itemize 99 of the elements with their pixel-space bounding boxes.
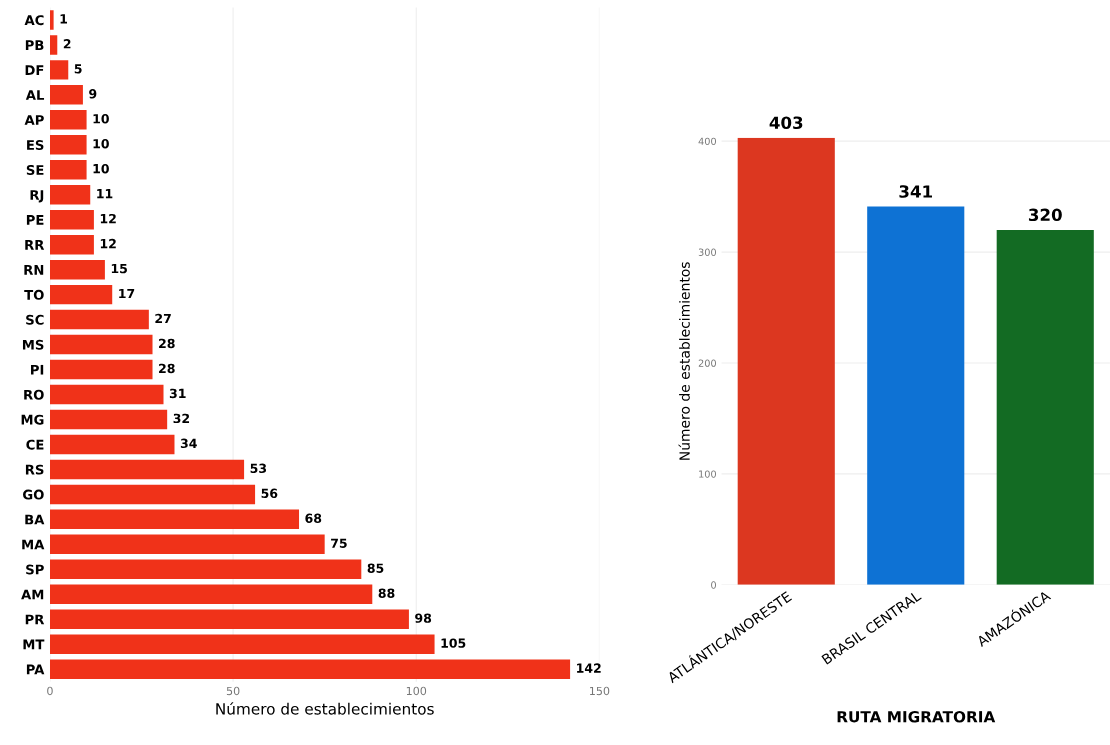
bar [49, 209, 94, 230]
data-label: 10 [93, 163, 109, 174]
bar [49, 284, 113, 305]
y-tick-label: SC [26, 314, 44, 325]
data-label: 88 [378, 588, 395, 598]
y-tick-label: MT [23, 639, 45, 650]
data-label: 320 [1028, 208, 1062, 222]
data-label: 85 [367, 563, 384, 573]
data-label: 28 [159, 338, 175, 349]
bar [49, 409, 168, 430]
data-label: 27 [155, 313, 171, 324]
bar [49, 110, 87, 130]
bar [49, 359, 153, 380]
data-label: 341 [899, 185, 932, 198]
bar [49, 584, 373, 605]
y-tick-label: PA [26, 664, 45, 675]
data-label: 1 [60, 14, 68, 24]
data-label: 31 [169, 388, 186, 399]
data-label: 11 [97, 189, 113, 199]
data-label: 142 [577, 663, 601, 673]
data-label: 105 [441, 638, 466, 648]
y-tick-label: PE [26, 215, 44, 225]
data-label: 98 [415, 613, 432, 623]
y-tick-label: TO [24, 289, 44, 300]
bar [49, 160, 87, 180]
bar [49, 85, 83, 105]
data-label: 403 [769, 116, 803, 130]
data-label: 68 [305, 513, 322, 523]
x-tick-label: 150 [590, 686, 610, 696]
data-label: 32 [173, 413, 190, 424]
x-tick-label: 100 [406, 686, 427, 696]
bar [49, 559, 362, 580]
bar [996, 229, 1094, 585]
y-tick-label: MA [22, 539, 45, 550]
y-tick-label: MS [22, 339, 44, 350]
x-axis-title: RUTA MIGRATORIA [837, 710, 996, 723]
data-label: 53 [250, 463, 267, 474]
bar [49, 509, 300, 530]
y-tick-label: 200 [698, 359, 716, 367]
y-axis-title: Número de establecimientos [678, 262, 690, 460]
x-tick-label: 50 [226, 686, 240, 696]
y-tick-label: RS [25, 464, 44, 475]
data-label: 34 [180, 438, 197, 449]
bar [867, 206, 965, 585]
y-tick-label: RO [24, 389, 44, 400]
data-label: 12 [100, 213, 116, 224]
data-label: 75 [331, 538, 347, 548]
bar [49, 259, 105, 280]
bar [49, 634, 435, 654]
bar [49, 459, 245, 480]
bar [49, 185, 91, 205]
bar [49, 659, 571, 679]
y-tick-label: AM [21, 589, 44, 600]
y-tick-label: 400 [698, 137, 716, 145]
data-label: 10 [93, 138, 109, 149]
bar [49, 10, 54, 30]
bar [49, 309, 149, 330]
bar [49, 384, 164, 405]
data-label: 9 [89, 89, 97, 99]
bar [49, 534, 325, 555]
bar [49, 60, 69, 80]
data-label: 2 [63, 39, 71, 49]
bar [49, 484, 256, 505]
bar [49, 434, 175, 455]
y-tick-label: AL [25, 90, 45, 100]
y-tick-label: PI [31, 364, 44, 375]
data-label: 56 [261, 488, 278, 499]
y-tick-label: MG [21, 414, 44, 425]
y-tick-label: RJ [30, 190, 44, 203]
y-tick-label: AC [24, 15, 44, 26]
bar [49, 334, 153, 355]
y-tick-label: ES [27, 140, 44, 150]
y-tick-label: 300 [698, 248, 716, 256]
bar [49, 609, 409, 629]
y-tick-label: 100 [699, 470, 716, 478]
bar [49, 35, 58, 55]
y-tick-label: DF [25, 65, 44, 75]
bar [49, 135, 87, 155]
y-tick-label: RR [25, 240, 45, 250]
y-tick-label: GO [23, 489, 44, 500]
data-label: 28 [159, 363, 175, 374]
bar [49, 234, 94, 255]
y-tick-label: CE [26, 439, 44, 450]
y-tick-label: AP [24, 115, 44, 125]
y-tick-label: SE [26, 164, 44, 175]
y-tick-label: PB [25, 40, 44, 50]
x-tick-label: 0 [47, 686, 53, 696]
data-label: 17 [119, 288, 135, 299]
y-tick-label: BA [25, 514, 45, 525]
y-tick-label: 0 [711, 581, 716, 589]
data-label: 10 [93, 113, 109, 124]
y-tick-label: RN [24, 265, 44, 275]
x-axis-title: Número de establecimientos [216, 702, 434, 715]
data-label: 5 [74, 64, 82, 74]
y-tick-label: SP [26, 564, 44, 575]
data-label: 12 [100, 238, 116, 249]
bar [737, 137, 835, 585]
data-label: 15 [111, 263, 127, 274]
y-tick-label: PR [25, 614, 45, 625]
